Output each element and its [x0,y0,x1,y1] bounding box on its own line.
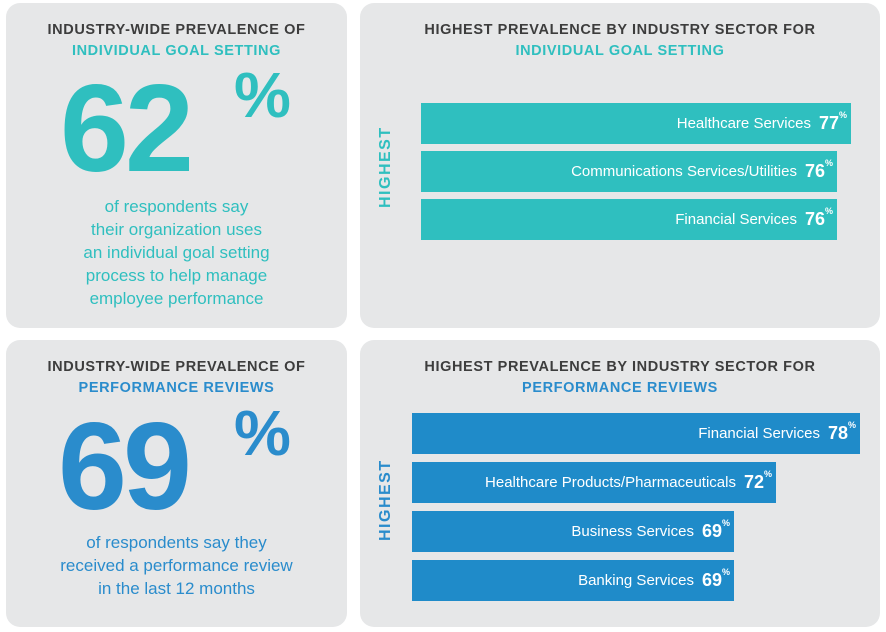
performance-review-description: of respondents say they received a perfo… [6,531,347,600]
desc-line: their organization uses [90,220,263,239]
bar-category-label: Communications Services/Utilities [571,163,797,180]
bar-category-label: Healthcare Services [676,115,811,132]
bar: Financial Services 76% [421,199,837,240]
heading-line-2: INDIVIDUAL GOAL SETTING [71,43,282,59]
big-number: 69 [58,398,192,536]
big-percent-sign: % [234,59,291,131]
bar-value-label: 69% [701,518,731,541]
performance-review-chart-panel: HIGHEST PREVALENCE BY INDUSTRY SECTOR FO… [360,340,880,627]
bar-value-suffix: % [825,206,834,216]
chart-title-line-2: INDIVIDUAL GOAL SETTING [515,43,725,59]
desc-line: an individual goal setting [83,243,270,262]
chart-axis-label: HIGHEST [377,126,394,208]
bar-category-label: Financial Services [675,211,797,228]
heading-line-2: PERFORMANCE REVIEWS [78,380,275,396]
chart-title-line-1: HIGHEST PREVALENCE BY INDUSTRY SECTOR FO… [424,22,816,38]
bar-value-label: 69% [701,567,731,590]
performance-review-big-stat: 69% [58,401,291,529]
heading-line-1: INDUSTRY-WIDE PREVALENCE OF [47,359,306,375]
performance-review-stat-heading: INDUSTRY-WIDE PREVALENCE OF PERFORMANCE … [6,357,347,399]
desc-line: of respondents say they [86,533,267,552]
chart-title-line-2: PERFORMANCE REVIEWS [522,380,718,396]
bar: Healthcare Products/Pharmaceuticals 72% [412,462,776,503]
bar-value-label: 72% [743,469,773,492]
desc-line: employee performance [89,289,264,308]
bar-value-label: 76% [804,158,834,181]
bar-category-label: Healthcare Products/Pharmaceuticals [485,474,736,491]
bar-value-suffix: % [825,158,834,168]
heading-line-1: INDUSTRY-WIDE PREVALENCE OF [47,22,306,38]
big-percent-sign: % [234,397,291,469]
goal-setting-big-stat: 62% [60,63,291,191]
goal-setting-stat-panel: INDUSTRY-WIDE PREVALENCE OF INDIVIDUAL G… [6,3,347,328]
bar-value-suffix: % [722,567,731,577]
bar-value-label: 78% [827,420,857,443]
goal-setting-chart-heading: HIGHEST PREVALENCE BY INDUSTRY SECTOR FO… [360,20,880,62]
bar: Business Services 69% [412,511,734,552]
desc-line: process to help manage [85,266,268,285]
bar: Healthcare Services 77% [421,103,851,144]
bar-value-suffix: % [839,110,848,120]
bar-category-label: Business Services [571,523,694,540]
goal-setting-description: of respondents say their organization us… [6,195,347,310]
bar: Financial Services 78% [412,413,860,454]
desc-line: of respondents say [104,197,249,216]
goal-setting-chart-panel: HIGHEST PREVALENCE BY INDUSTRY SECTOR FO… [360,3,880,328]
bar-category-label: Banking Services [578,572,694,589]
big-number: 62 [60,60,194,198]
bar: Communications Services/Utilities 76% [421,151,837,192]
goal-setting-stat-heading: INDUSTRY-WIDE PREVALENCE OF INDIVIDUAL G… [6,20,347,62]
bar-category-label: Financial Services [698,425,820,442]
desc-line: received a performance review [60,556,293,575]
bar-value-suffix: % [722,518,731,528]
performance-review-chart-heading: HIGHEST PREVALENCE BY INDUSTRY SECTOR FO… [360,357,880,399]
bar-value-label: 77% [818,110,848,133]
bar-value-suffix: % [848,420,857,430]
bar-value-label: 76% [804,206,834,229]
performance-review-stat-panel: INDUSTRY-WIDE PREVALENCE OF PERFORMANCE … [6,340,347,627]
bar: Banking Services 69% [412,560,734,601]
chart-title-line-1: HIGHEST PREVALENCE BY INDUSTRY SECTOR FO… [424,359,816,375]
desc-line: in the last 12 months [98,579,255,598]
chart-axis-label: HIGHEST [377,459,394,541]
bar-value-suffix: % [764,469,773,479]
